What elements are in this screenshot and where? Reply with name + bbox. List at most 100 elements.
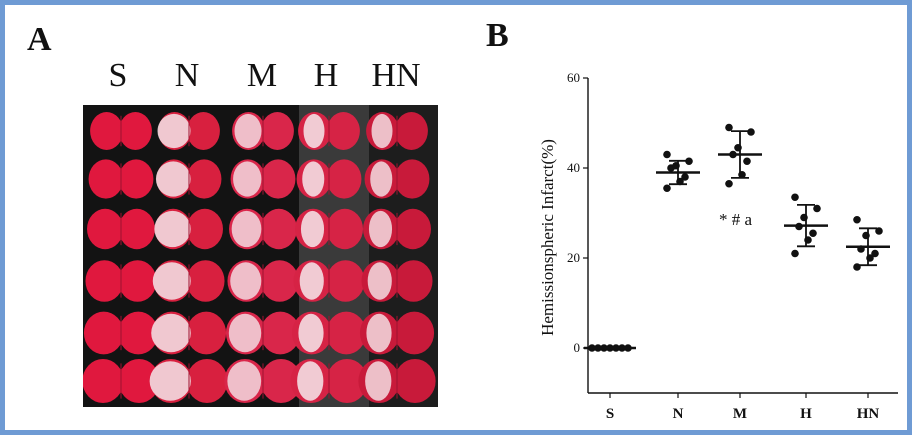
data-point: [875, 227, 883, 235]
brain-slice: [298, 112, 360, 150]
y-axis-label: Hemissionspheric Infarct(%): [538, 139, 557, 336]
slice-right-hemisphere: [118, 311, 159, 355]
brain-slice: [85, 260, 157, 302]
data-point: [809, 229, 817, 238]
brain-slice: [358, 359, 436, 403]
slice-right-hemisphere: [326, 311, 367, 355]
brain-slice: [88, 159, 154, 199]
brain-slice: [90, 112, 152, 150]
brain-slice: [155, 159, 222, 199]
slice-right-hemisphere: [186, 112, 220, 150]
brain-slice: [225, 311, 301, 355]
slice-right-hemisphere: [394, 311, 435, 355]
brain-slice: [87, 208, 155, 250]
data-point: [743, 157, 751, 166]
slice-right-hemisphere: [260, 208, 297, 250]
slice-right-hemisphere: [118, 208, 155, 250]
panel-b-label: B: [486, 17, 509, 54]
infarct-scatter-chart: 0 20 40 60 Hemissionspheric Infarct(%) S N M H HN…: [538, 70, 898, 422]
slice-infarct-region: [154, 210, 191, 248]
slice-right-hemisphere: [260, 159, 296, 199]
slice-right-hemisphere: [118, 359, 160, 403]
group-label-h: H: [313, 57, 339, 94]
slice-infarct-region: [234, 113, 262, 149]
slice-infarct-region: [155, 161, 191, 197]
slice-right-hemisphere: [394, 159, 430, 199]
slice-infarct-region: [368, 210, 393, 248]
brain-slice: [224, 359, 302, 403]
slice-right-hemisphere: [326, 208, 363, 250]
data-point: [853, 263, 861, 271]
slice-infarct-region: [152, 262, 191, 300]
brain-slice: [364, 159, 430, 199]
data-point: [747, 128, 755, 136]
brain-slice: [154, 208, 223, 250]
slice-left-hemisphere: [90, 112, 124, 150]
slice-left-hemisphere: [87, 208, 124, 250]
slice-infarct-region: [367, 262, 392, 300]
slice-infarct-region: [230, 262, 262, 300]
brain-slice: [227, 260, 299, 302]
x-tick-label: H: [800, 406, 812, 422]
slice-right-hemisphere: [186, 311, 227, 355]
slice-infarct-region: [365, 361, 392, 401]
group-label-m: M: [246, 57, 278, 94]
brain-slice: [291, 311, 367, 355]
data-point: [853, 215, 861, 224]
brain-slice: [361, 260, 433, 302]
data-point: [791, 193, 799, 202]
brain-slice: [152, 260, 225, 302]
brain-slice: [295, 208, 363, 250]
data-point: [685, 157, 693, 166]
slice-infarct-region: [297, 361, 324, 401]
y-tick-label: 20: [567, 250, 580, 265]
slice-right-hemisphere: [186, 359, 228, 403]
y-tick-label: 40: [567, 160, 580, 175]
brain-slice: [149, 359, 228, 403]
brain-slice: [290, 359, 368, 403]
brain-slice: [83, 359, 160, 403]
slice-left-hemisphere: [88, 159, 124, 199]
slice-right-hemisphere: [186, 208, 223, 250]
y-tick-label: 60: [567, 70, 580, 85]
slice-infarct-region: [299, 262, 324, 300]
slice-right-hemisphere: [326, 159, 362, 199]
brain-slice: [363, 208, 431, 250]
brain-slice: [83, 311, 159, 355]
slice-infarct-region: [233, 161, 262, 197]
slice-left-hemisphere: [85, 260, 124, 302]
slice-right-hemisphere: [394, 260, 433, 302]
slice-right-hemisphere: [118, 260, 157, 302]
x-tick-label: S: [606, 406, 614, 422]
group-label-s: S: [108, 57, 128, 94]
brain-slices-image: [83, 105, 438, 407]
slice-right-hemisphere: [186, 159, 222, 199]
slice-infarct-region: [366, 313, 392, 353]
x-tick-label: HN: [857, 406, 880, 422]
slice-infarct-region: [302, 161, 325, 197]
brain-slice: [232, 112, 294, 150]
slice-infarct-region: [303, 113, 325, 149]
x-tick-label: N: [673, 406, 684, 422]
data-point: [871, 249, 879, 258]
brain-slice: [359, 311, 435, 355]
data-point: [663, 150, 671, 159]
slice-right-hemisphere: [260, 112, 294, 150]
x-tick-label: M: [733, 406, 747, 422]
y-tick-label: 0: [574, 340, 581, 355]
slice-infarct-region: [149, 361, 191, 401]
slice-right-hemisphere: [326, 112, 360, 150]
slice-right-hemisphere: [326, 359, 368, 403]
brain-slice: [229, 208, 297, 250]
brain-slices-photo: [83, 105, 438, 407]
photo-panel-bg: [369, 105, 438, 407]
brain-slice: [230, 159, 296, 199]
slice-left-hemisphere: [83, 311, 124, 355]
data-point: [725, 123, 733, 132]
data-point: [663, 184, 671, 193]
group-label-hn: HN: [371, 57, 421, 94]
slice-right-hemisphere: [394, 359, 436, 403]
slice-right-hemisphere: [394, 208, 431, 250]
slice-infarct-region: [227, 361, 262, 401]
